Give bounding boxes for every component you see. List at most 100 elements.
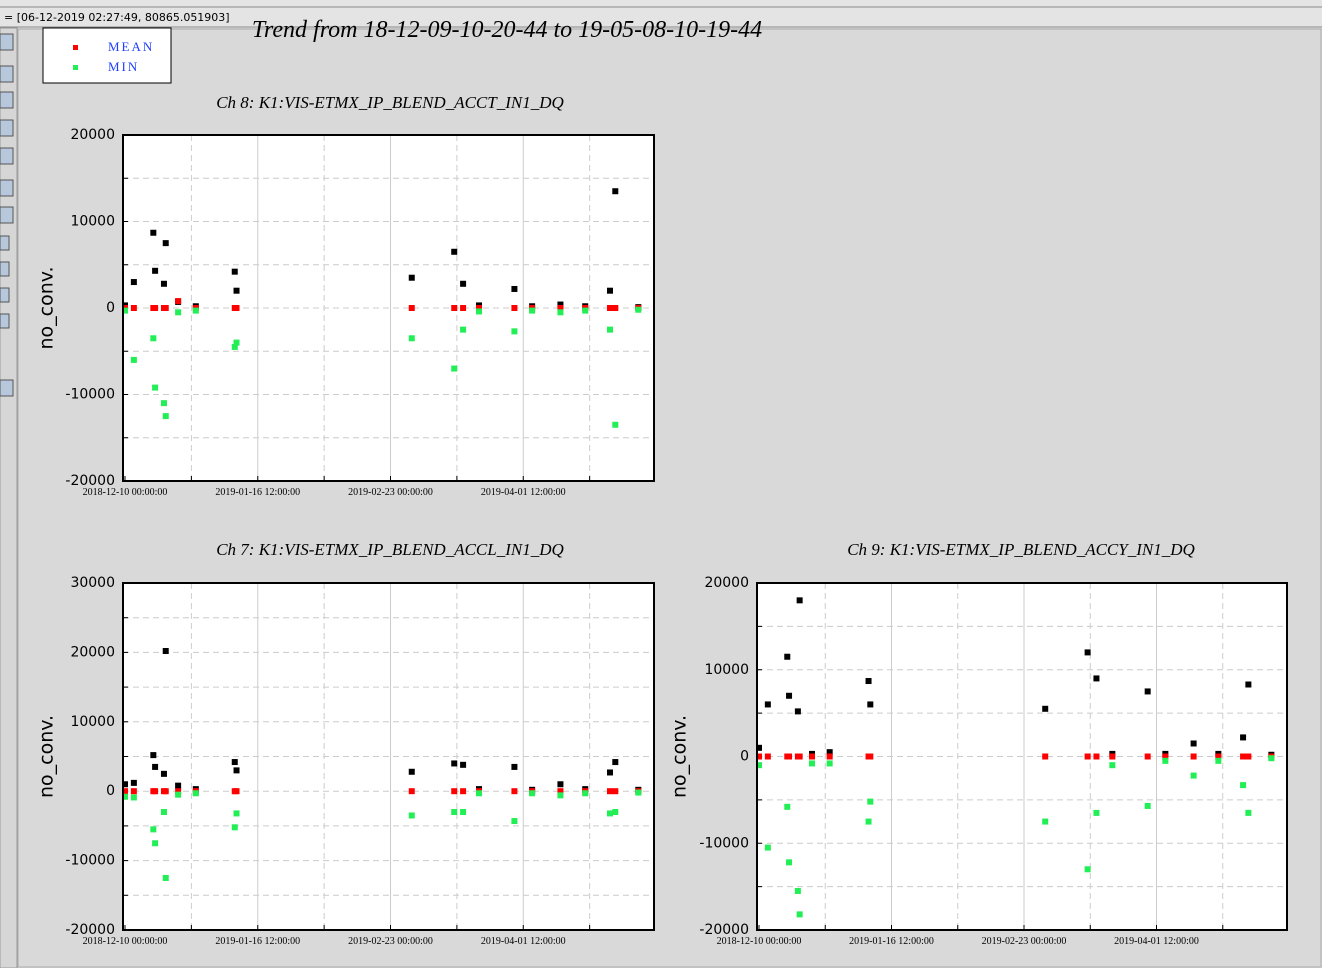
data-point (231, 343, 238, 350)
data-point (1093, 675, 1100, 682)
y-tick-label: 0 (106, 300, 115, 316)
x-tick-label: 2019-02-23 00:00:00 (982, 936, 1067, 947)
data-point (150, 826, 157, 833)
x-tick-label: 2019-04-01 12:00:00 (1114, 936, 1199, 947)
data-point (612, 788, 619, 795)
data-point (233, 339, 240, 346)
data-point (175, 782, 182, 789)
data-point (130, 356, 137, 363)
tool-button[interactable] (0, 91, 14, 109)
data-point (1245, 681, 1252, 688)
tool-button[interactable] (0, 33, 14, 51)
data-point (233, 788, 240, 795)
data-point (150, 335, 157, 342)
data-point (175, 309, 182, 316)
data-point (451, 760, 458, 767)
data-point (557, 305, 564, 311)
data-point (152, 840, 159, 847)
data-point (1042, 705, 1049, 712)
data-point (451, 788, 458, 795)
data-point (130, 779, 137, 786)
data-point (582, 307, 589, 314)
tool-button[interactable] (0, 147, 14, 165)
chart-title: Ch 7: K1:VIS-ETMX_IP_BLEND_ACCL_IN1_DQ (216, 540, 564, 559)
y-tick-label: 10000 (70, 214, 115, 230)
tool-button[interactable] (0, 287, 10, 303)
data-point (152, 305, 159, 311)
data-point (460, 809, 467, 816)
data-point (1240, 734, 1247, 741)
data-point (1084, 866, 1091, 873)
y-tick-label: 20000 (70, 644, 115, 660)
data-point (635, 306, 642, 313)
x-tick-label: 2018-12-10 00:00:00 (83, 936, 168, 947)
data-point (511, 328, 518, 335)
data-point (175, 791, 182, 798)
data-point (460, 788, 467, 795)
data-point (606, 810, 613, 817)
x-tick-label: 2018-12-10 00:00:00 (717, 936, 802, 947)
data-point (557, 781, 564, 788)
data-point (175, 788, 182, 795)
data-point (160, 770, 167, 777)
data-point (511, 788, 518, 795)
data-point (612, 188, 619, 195)
tool-button[interactable] (0, 313, 10, 329)
data-point (150, 229, 157, 236)
tool-button[interactable] (0, 235, 10, 251)
data-point (162, 648, 169, 655)
x-tick-label: 2019-01-16 12:00:00 (849, 936, 934, 947)
data-point (756, 753, 763, 760)
tool-button[interactable] (0, 65, 14, 83)
data-point (557, 792, 564, 799)
data-point (826, 760, 833, 767)
data-point (130, 788, 137, 795)
data-point (408, 788, 415, 795)
data-point (460, 305, 467, 311)
data-point (1109, 762, 1116, 769)
x-tick-label: 2019-04-01 12:00:00 (481, 487, 566, 498)
data-point (756, 762, 763, 769)
data-point (511, 763, 518, 770)
data-point (606, 326, 613, 333)
tool-button[interactable] (0, 261, 10, 277)
data-point (152, 763, 159, 770)
plot-frame (756, 582, 1288, 931)
data-point (1245, 809, 1252, 816)
data-point (764, 701, 771, 708)
x-tick-label: 2018-12-10 00:00:00 (83, 487, 168, 498)
data-point (764, 844, 771, 851)
data-point (1162, 757, 1169, 764)
y-tick-label: -20000 (65, 922, 115, 938)
data-point (794, 887, 801, 894)
data-point (784, 803, 791, 810)
data-point (1215, 753, 1222, 760)
tool-button[interactable] (0, 179, 14, 197)
legend-swatch (73, 65, 78, 70)
data-point (233, 305, 240, 311)
data-point (865, 678, 872, 685)
data-point (867, 753, 874, 760)
data-point (451, 809, 458, 816)
tool-button[interactable] (0, 379, 14, 397)
data-point (476, 308, 483, 315)
data-point (786, 692, 793, 699)
y-tick-label: -20000 (65, 473, 115, 489)
data-point (231, 759, 238, 766)
toolbar-buttons[interactable] (0, 33, 14, 397)
tool-button[interactable] (0, 119, 14, 137)
tool-button[interactable] (0, 206, 14, 224)
data-point (122, 788, 129, 795)
data-point (150, 752, 157, 759)
data-point (130, 305, 137, 311)
y-tick-label: 10000 (70, 714, 115, 730)
y-tick-label: -10000 (65, 853, 115, 869)
y-tick-label: -10000 (699, 835, 749, 851)
data-point (1240, 782, 1247, 789)
y-tick-label: 10000 (704, 662, 749, 678)
data-point (1144, 688, 1151, 695)
data-point (451, 305, 458, 311)
data-point (865, 818, 872, 825)
data-point (1245, 753, 1252, 760)
